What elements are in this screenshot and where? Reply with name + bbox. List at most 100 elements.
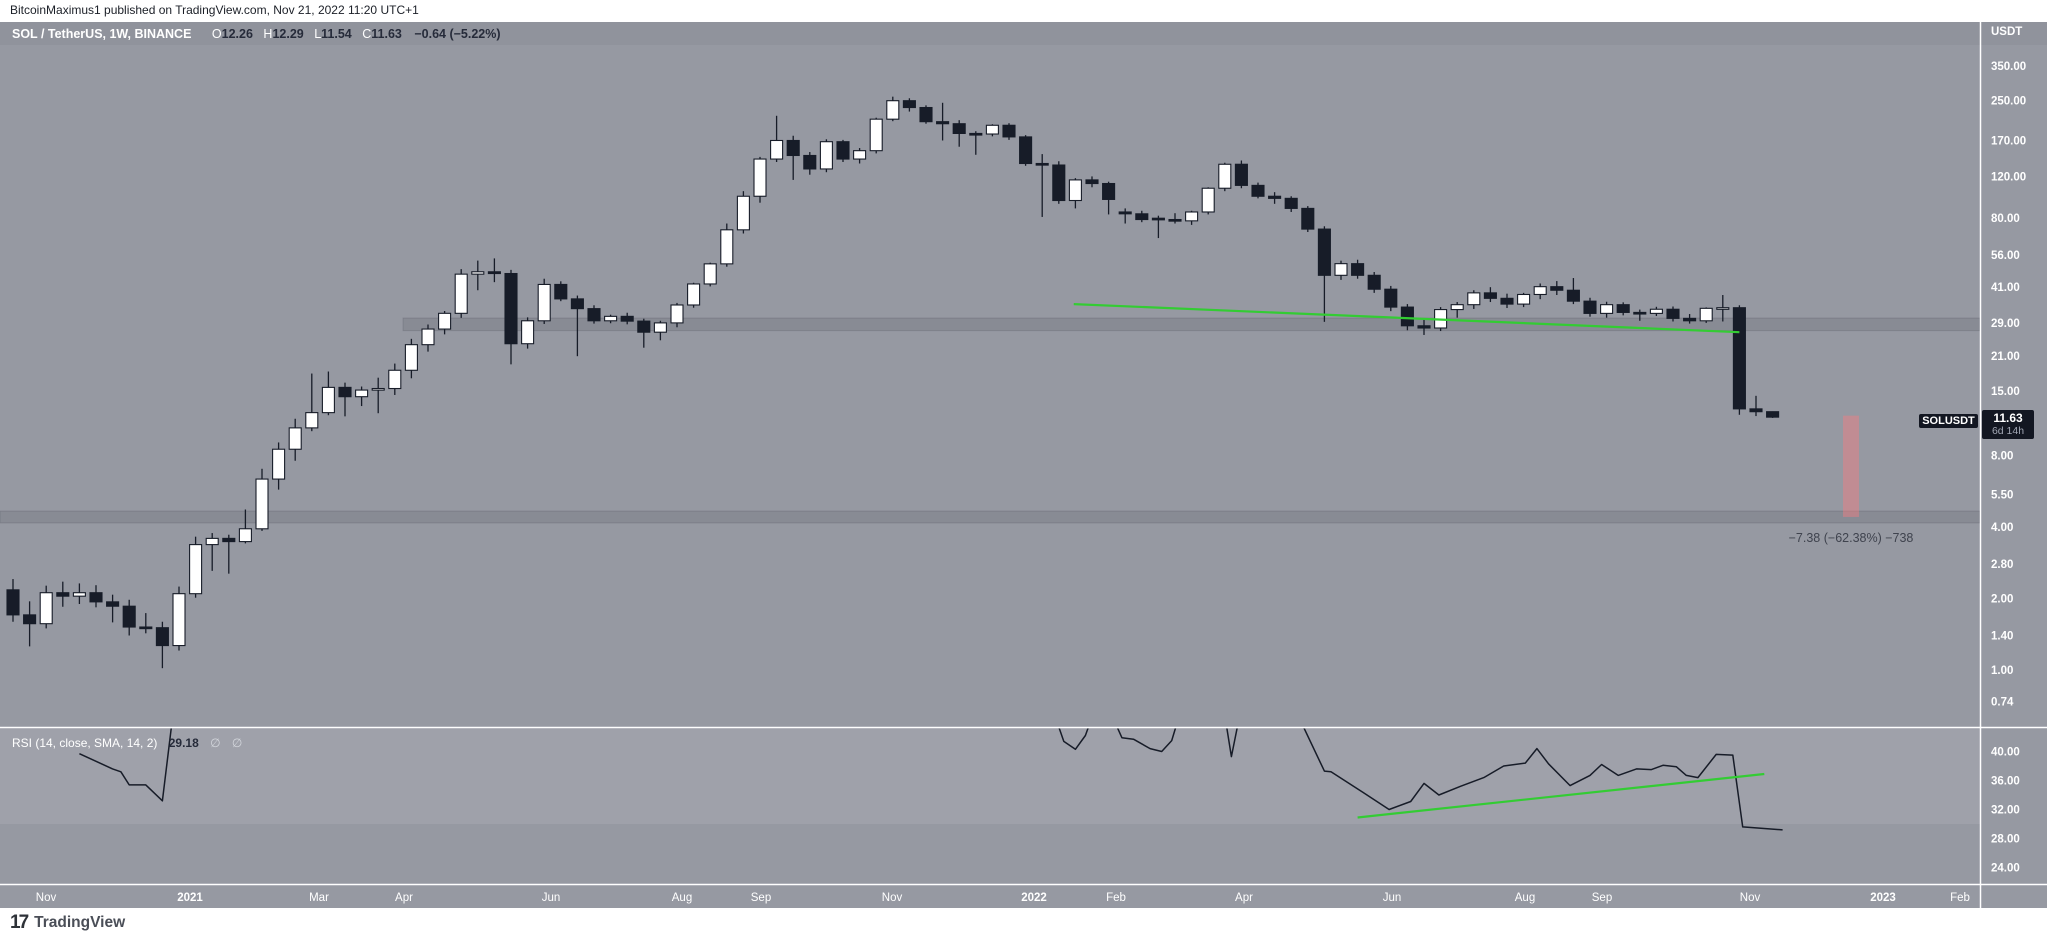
price-tick-label: 80.00: [1991, 213, 2020, 225]
candle: [537, 278, 551, 324]
rsi-empty-value-1: ∅: [210, 736, 221, 750]
candle-body: [1185, 211, 1199, 222]
candle: [1351, 259, 1365, 279]
candle: [1234, 160, 1248, 189]
candle-body: [1467, 292, 1481, 306]
time-axis-label: 2023: [1870, 892, 1896, 904]
candle: [985, 124, 999, 137]
candle-body: [255, 478, 269, 530]
rsi-trendline[interactable]: [1357, 772, 1765, 819]
candle: [454, 269, 468, 318]
price-tick-label: 120.00: [1991, 171, 2026, 183]
candle-body: [404, 344, 418, 371]
candle-body: [886, 100, 900, 120]
price-axis[interactable]: USDT 350.00 250.00 170.00 120.00 80.00 56.00 41…: [1991, 26, 2026, 708]
price-range-measure-bar[interactable]: [1843, 415, 1859, 517]
candle-body: [1732, 307, 1746, 410]
rsi-plot[interactable]: [79, 665, 1783, 831]
candle: [570, 295, 584, 357]
candle: [255, 468, 269, 531]
candle: [604, 314, 618, 324]
candle-body: [438, 312, 452, 330]
time-axis-label: 2021: [177, 892, 203, 904]
candle-body: [1002, 124, 1016, 138]
candle: [338, 382, 352, 417]
candle: [1583, 297, 1597, 317]
candle-body: [1052, 164, 1066, 202]
candle: [72, 583, 86, 605]
candle: [1683, 314, 1697, 324]
candle: [1550, 281, 1564, 296]
candle-body: [1483, 292, 1497, 299]
candle-body: [6, 589, 20, 616]
chart-background[interactable]: [0, 22, 2047, 908]
rsi-axis[interactable]: 40.00 36.00 32.00 28.00 24.00: [1991, 747, 2020, 875]
candle-body: [23, 614, 37, 625]
candle: [1633, 309, 1647, 321]
candle: [969, 131, 983, 155]
candle: [6, 579, 20, 622]
candle-body: [952, 123, 966, 134]
symbol-legend[interactable]: SOL / TetherUS, 1W, BINANCE O12.26 H12.2…: [12, 27, 501, 41]
price-trendline[interactable]: [1073, 302, 1740, 334]
close-prefix: C: [362, 27, 372, 41]
price-tick-label: 1.40: [1991, 631, 2013, 643]
candle-body: [122, 605, 136, 628]
change-value: −0.64 (−5.22%): [414, 27, 501, 41]
candle-body: [570, 298, 584, 310]
candle-body: [1367, 274, 1381, 290]
candle-body: [604, 315, 618, 322]
tradingview-logo-icon: 17: [10, 912, 29, 933]
candle: [471, 260, 485, 291]
candle-body: [421, 328, 435, 346]
candle-body: [1151, 217, 1165, 221]
price-tick-label: 41.00: [1991, 282, 2020, 294]
candle: [836, 139, 850, 162]
rsi-band-fill: [0, 728, 1980, 824]
candle-body: [155, 627, 169, 647]
candle-body: [1102, 182, 1116, 200]
bar-countdown: 6d 14h: [1991, 425, 2025, 437]
time-axis-label: Feb: [1106, 892, 1126, 904]
candle: [1019, 135, 1033, 166]
candle: [637, 318, 651, 348]
high-prefix: H: [263, 27, 273, 41]
candle-body: [1284, 197, 1298, 209]
candle-body: [1035, 162, 1049, 166]
candle: [305, 373, 319, 432]
candle: [1716, 295, 1730, 322]
candle: [23, 601, 37, 647]
candle: [1384, 285, 1398, 312]
price-tick-label: 2.80: [1991, 559, 2013, 571]
candle-body: [1583, 300, 1597, 314]
time-axis-label: Jun: [1383, 892, 1402, 904]
candle-body: [272, 448, 286, 480]
candle: [936, 102, 950, 141]
candle: [205, 533, 219, 571]
candle-body: [487, 271, 501, 275]
last-price-label: 11.63 6d 14h: [1982, 410, 2034, 439]
candle: [1699, 307, 1713, 323]
candle: [504, 269, 518, 365]
candle-body: [703, 263, 717, 285]
candle-body: [637, 320, 651, 333]
candle-body: [1334, 263, 1348, 276]
rsi-indicator-legend[interactable]: RSI (14, close, SMA, 14, 2) 29.18 ∅ ∅: [12, 736, 242, 750]
candle: [371, 377, 385, 414]
tradingview-watermark[interactable]: 17 TradingView: [10, 912, 125, 934]
support-zone[interactable]: [0, 510, 1981, 524]
candle: [122, 599, 136, 636]
candle: [89, 585, 103, 608]
candle-body: [1500, 297, 1514, 305]
candle: [272, 442, 286, 490]
candle: [736, 191, 750, 234]
candle-body: [1533, 286, 1547, 296]
candle-body: [736, 195, 750, 231]
candle: [1301, 206, 1315, 233]
candle-body: [819, 141, 833, 170]
time-axis[interactable]: Nov 2021 Mar Apr Jun Aug Sep Nov 2022 Feb Apr Jun Au…: [36, 892, 1970, 904]
price-tick-label: 1.00: [1991, 665, 2013, 677]
candle: [902, 98, 916, 112]
